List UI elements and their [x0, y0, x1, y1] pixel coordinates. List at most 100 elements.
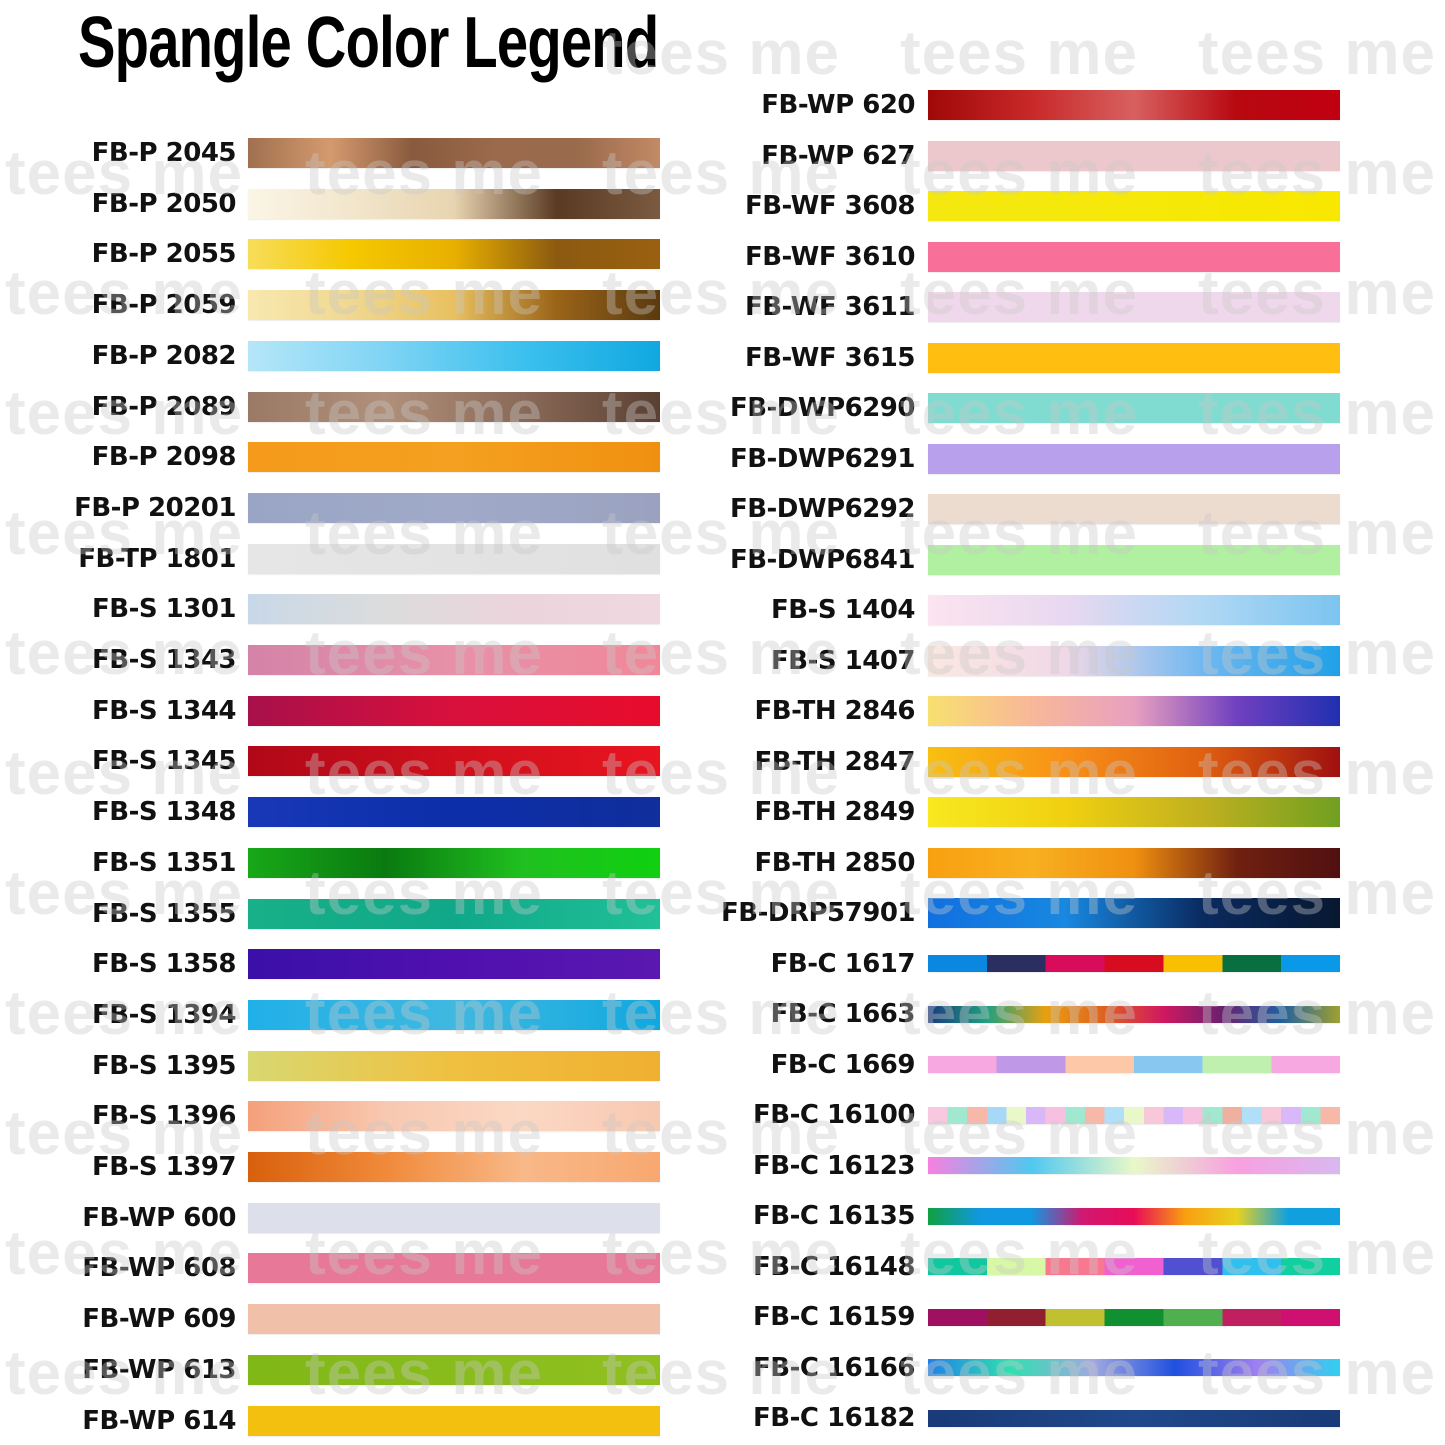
watermark-text: tees me [1198, 1219, 1436, 1288]
color-swatch [928, 955, 1340, 972]
color-swatch [928, 898, 1340, 928]
color-code-label: FB-S 1348 [91, 797, 237, 828]
color-code-label: FB-C 16182 [753, 1403, 915, 1433]
color-swatch [248, 594, 660, 625]
color-swatch [928, 544, 1340, 575]
color-swatch [248, 138, 660, 168]
color-swatch [928, 90, 1340, 120]
color-code-label: FB-TH 2849 [754, 797, 916, 827]
color-swatch [928, 746, 1340, 777]
color-swatch [248, 1050, 660, 1081]
color-swatch [928, 494, 1340, 524]
color-swatch [928, 443, 1340, 474]
color-swatch [248, 1152, 660, 1182]
color-code-label: FB-S 1396 [91, 1101, 237, 1132]
color-swatch [248, 391, 660, 422]
color-swatch [248, 1405, 660, 1436]
color-code-label: FB-S 1394 [91, 999, 237, 1030]
color-swatch [248, 1202, 660, 1233]
color-swatch [248, 949, 660, 980]
color-code-label: FB-C 1617 [770, 948, 916, 979]
color-swatch [248, 898, 660, 929]
color-swatch [248, 645, 660, 675]
color-swatch [928, 797, 1340, 827]
color-swatch [928, 1106, 1340, 1124]
color-code-label: FB-S 1301 [91, 594, 237, 625]
color-code-label: FB-P 2059 [91, 290, 237, 321]
color-swatch [928, 1359, 1340, 1376]
color-code-label: FB-P 2050 [91, 188, 237, 219]
color-code-label: FB-WP 620 [761, 90, 915, 120]
color-code-label: FB-TH 2850 [754, 847, 916, 878]
color-code-label: FB-C 16159 [753, 1302, 915, 1332]
color-swatch [928, 1207, 1340, 1225]
color-swatch [248, 492, 660, 523]
color-code-label: FB-WP 600 [82, 1202, 236, 1233]
color-swatch [928, 342, 1340, 373]
color-swatch [248, 290, 660, 321]
color-swatch [248, 797, 660, 828]
color-code-label: FB-P 2082 [91, 340, 237, 371]
color-swatch [928, 1056, 1340, 1073]
color-code-label: FB-C 1663 [770, 999, 916, 1029]
color-code-label: FB-S 1404 [770, 595, 916, 625]
color-code-label: FB-WF 3608 [744, 191, 916, 221]
color-code-label: FB-WP 613 [82, 1354, 236, 1385]
color-code-label: FB-S 1355 [91, 898, 237, 929]
color-code-label: FB-P 20201 [74, 492, 236, 523]
color-code-label: FB-S 1344 [91, 695, 237, 726]
color-code-label: FB-P 2098 [91, 442, 237, 473]
color-code-label: FB-WF 3610 [744, 241, 916, 272]
color-code-label: FB-S 1358 [91, 949, 237, 980]
color-swatch [248, 239, 660, 270]
watermark-text: tees me [1198, 19, 1436, 88]
color-code-label: FB-WP 608 [82, 1253, 236, 1284]
color-code-label: FB-TP 1801 [78, 543, 236, 574]
color-code-label: FB-DWP6841 [729, 544, 916, 575]
color-code-label: FB-WF 3615 [744, 342, 916, 373]
color-swatch [248, 1101, 660, 1132]
color-swatch [928, 1005, 1340, 1023]
color-code-label: FB-TH 2847 [754, 746, 916, 777]
color-code-label: FB-P 2089 [91, 391, 237, 422]
color-swatch [248, 442, 660, 473]
color-code-label: FB-DRP57901 [721, 898, 915, 928]
page-title: Spangle Color Legend [78, 3, 659, 83]
color-code-label: FB-WP 614 [82, 1405, 236, 1436]
color-code-label: FB-C 16166 [753, 1352, 915, 1383]
color-swatch [248, 695, 660, 726]
color-swatch [928, 696, 1340, 726]
color-swatch [928, 1258, 1340, 1275]
color-code-label: FB-S 1345 [91, 746, 237, 777]
color-code-label: FB-S 1395 [91, 1050, 237, 1081]
color-swatch [928, 847, 1340, 878]
color-code-label: FB-WF 3611 [744, 292, 916, 322]
color-code-label: FB-S 1407 [770, 645, 916, 676]
color-swatch [928, 191, 1340, 221]
color-swatch [248, 847, 660, 878]
color-swatch [928, 1308, 1340, 1326]
color-swatch [248, 1304, 660, 1335]
color-swatch [928, 645, 1340, 676]
color-code-label: FB-TH 2846 [754, 696, 916, 726]
color-code-label: FB-C 16135 [753, 1201, 915, 1231]
watermark-text: tees me [900, 1219, 1138, 1288]
color-swatch [928, 595, 1340, 625]
color-code-label: FB-WP 609 [82, 1304, 236, 1335]
watermark-text: tees me [900, 19, 1138, 88]
color-swatch [248, 1253, 660, 1284]
color-swatch [928, 241, 1340, 272]
color-swatch [248, 188, 660, 219]
color-swatch [928, 1409, 1340, 1427]
color-code-label: FB-S 1351 [91, 847, 237, 878]
color-swatch [928, 140, 1340, 171]
color-code-label: FB-C 16148 [753, 1251, 915, 1282]
color-code-label: FB-S 1343 [91, 645, 237, 675]
color-code-label: FB-C 1669 [770, 1049, 916, 1080]
color-swatch [928, 292, 1340, 322]
color-swatch [248, 543, 660, 574]
color-code-label: FB-DWP6290 [729, 393, 916, 423]
color-code-label: FB-P 2045 [91, 138, 237, 168]
color-code-label: FB-P 2055 [91, 239, 237, 270]
